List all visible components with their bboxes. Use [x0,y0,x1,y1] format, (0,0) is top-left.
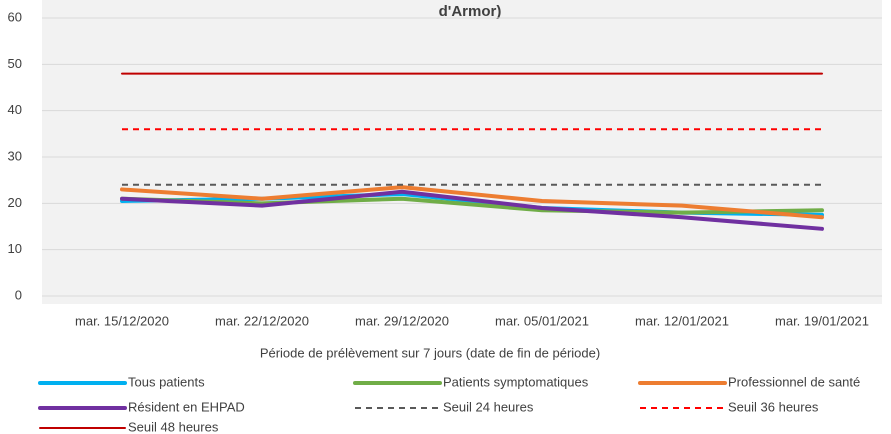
legend-label: Patients symptomatiques [443,374,589,389]
y-tick-label: 50 [8,56,22,71]
legend-label: Seuil 36 heures [728,399,819,414]
y-tick-label: 10 [8,241,22,256]
legend-label: Seuil 48 heures [128,419,219,434]
x-tick-label: mar. 05/01/2021 [495,313,589,328]
legend-label: Seuil 24 heures [443,399,534,414]
y-tick-label: 60 [8,9,22,24]
x-axis-label: Période de prélèvement sur 7 jours (date… [260,345,600,360]
x-tick-label: mar. 19/01/2021 [775,313,869,328]
legend-label: Professionnel de santé [728,374,860,389]
series-line [120,189,824,231]
legend-label: Tous patients [128,374,205,389]
x-tick-label: mar. 22/12/2020 [215,313,309,328]
plot-background [42,0,882,304]
y-tick-label: 0 [15,287,22,302]
legend-label: Résident en EHPAD [128,399,245,414]
y-tick-label: 20 [8,195,22,210]
x-tick-label: mar. 12/01/2021 [635,313,729,328]
x-tick-label: mar. 15/12/2020 [75,313,169,328]
chart-title: d'Armor) [439,3,502,20]
x-tick-label: mar. 29/12/2020 [355,313,449,328]
series-line [120,185,824,220]
y-tick-label: 40 [8,102,22,117]
y-tick-label: 30 [8,148,22,163]
